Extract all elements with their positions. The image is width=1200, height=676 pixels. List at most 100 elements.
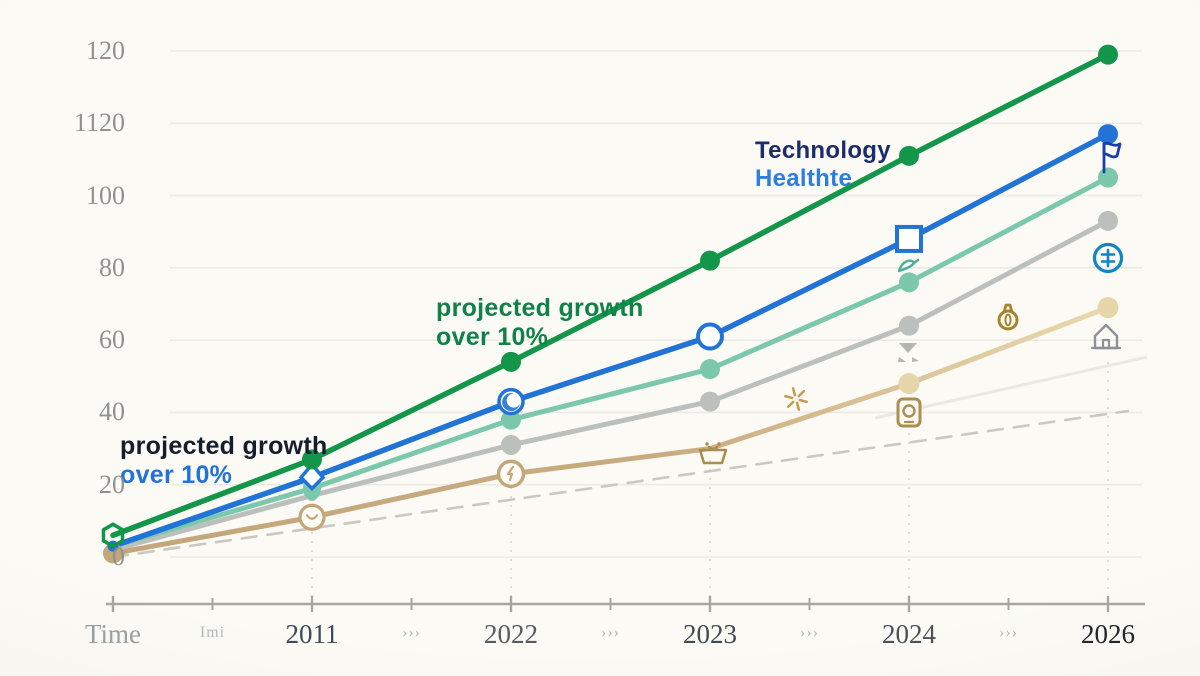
x-axis-tick-label: 2011 (285, 619, 339, 649)
marker-dot (501, 434, 521, 455)
marker (1098, 210, 1118, 231)
badge-frame (896, 397, 922, 428)
marker (700, 391, 720, 412)
y-axis-tick-label: 40 (99, 397, 125, 427)
cup-detail (707, 445, 719, 451)
flag-cloth (1102, 141, 1122, 159)
marker (497, 387, 525, 416)
annotation-left-line2: over 10% (120, 460, 233, 489)
house-door (1101, 338, 1111, 350)
bird-beak (912, 258, 920, 265)
sparkle-icon (784, 387, 808, 411)
marker (501, 434, 521, 455)
x-axis-tick-label: 2023 (683, 619, 737, 649)
pouch-icon (997, 303, 1019, 331)
marker (298, 503, 326, 531)
marker (298, 461, 326, 491)
cup-body (698, 448, 728, 465)
marker (700, 359, 720, 380)
sparkle-ray (797, 389, 806, 398)
marker (899, 145, 919, 166)
marker-dot (899, 145, 919, 166)
marker (302, 449, 322, 470)
marker-open-circle (696, 322, 724, 351)
marker-dot (1097, 297, 1119, 319)
series-line-technology (110, 51, 1111, 539)
marker-dot (899, 272, 919, 293)
marker-dot (700, 250, 720, 271)
shard (899, 343, 917, 353)
legend-item-healthte: Healthte (755, 164, 853, 192)
x-axis-minor-label: ››› (601, 624, 620, 641)
marker-dot (1098, 210, 1118, 231)
marker-glyph (305, 514, 319, 520)
marker-dot (700, 359, 720, 380)
sparkle-ray (784, 394, 794, 400)
marker-open-diamond (298, 461, 326, 491)
flag-icon (1102, 141, 1122, 174)
marker-dot (700, 391, 720, 412)
legend-item-technology: Technology (755, 137, 891, 164)
annotation-left-line1: projected growth (120, 432, 328, 460)
cup-icon (698, 442, 728, 465)
y-axis-tick-label: 60 (99, 325, 125, 355)
pouch-body (997, 309, 1019, 331)
x-axis-tick-label: Time (84, 619, 142, 649)
badge-icon (896, 397, 922, 428)
x-axis-minor-label: ››› (999, 624, 1018, 641)
marker-dot (302, 449, 322, 470)
circled-plane-icon (1092, 242, 1124, 274)
y-axis-tick-label: 1120 (73, 108, 125, 138)
marker (1098, 124, 1118, 145)
sparkle-ray (795, 401, 801, 411)
y-axis-tick-label: 20 (99, 469, 125, 499)
marker-dot (501, 409, 521, 430)
marker (696, 322, 724, 351)
baseline-dashed-line (111, 409, 1130, 559)
legend: Technology Healthte (755, 137, 891, 192)
series-line-series-tan (110, 305, 1111, 556)
x-axis-tick-label: 2024 (882, 619, 936, 649)
cup-dot (717, 442, 721, 446)
house-body (1093, 323, 1119, 350)
cup-dot (705, 442, 709, 446)
marker-dot (899, 315, 919, 336)
y-axis-tick-label: 120 (86, 35, 125, 65)
marker (1097, 297, 1119, 319)
marker (501, 351, 521, 372)
marker (899, 315, 919, 336)
y-axis-tick-label: 0 (112, 542, 125, 571)
sparkle-ray (786, 400, 795, 409)
y-axis-tick-label: 80 (99, 252, 125, 282)
marker (101, 522, 125, 549)
sparkle-ray (791, 387, 797, 397)
series-line-series-gray (110, 218, 1111, 553)
marker-dot (1098, 44, 1118, 65)
pouch-leaf (1004, 313, 1012, 327)
x-axis-minor-label: ››› (800, 624, 819, 641)
y-axis-tick-label: 100 (86, 180, 125, 210)
marker-dot (898, 373, 920, 395)
annotation-projected-growth-left: projected growth over 10% (120, 432, 328, 490)
marker (1098, 167, 1118, 188)
series-line-healthcare (110, 131, 1111, 549)
bird-icon (897, 258, 920, 273)
shard (912, 357, 919, 362)
annotation-projected-growth-mid: projected growth over 10% (436, 294, 644, 352)
marker-dot (1098, 167, 1118, 188)
x-axis-tick-label: 2026 (1081, 619, 1135, 649)
marker-dot (1098, 124, 1118, 145)
x-axis-minor-label: ››› (402, 624, 421, 641)
marker-ring (298, 503, 326, 531)
marker (899, 272, 919, 293)
x-axis-tick-label: 2022 (484, 619, 538, 649)
bird-body (897, 259, 916, 273)
shard (898, 357, 906, 362)
shards-icon (898, 343, 919, 362)
annotation-mid-line1: projected growth (436, 294, 644, 322)
marker (501, 409, 521, 430)
marker (700, 250, 720, 271)
marker-open-square (895, 224, 923, 253)
marker (1098, 44, 1118, 65)
